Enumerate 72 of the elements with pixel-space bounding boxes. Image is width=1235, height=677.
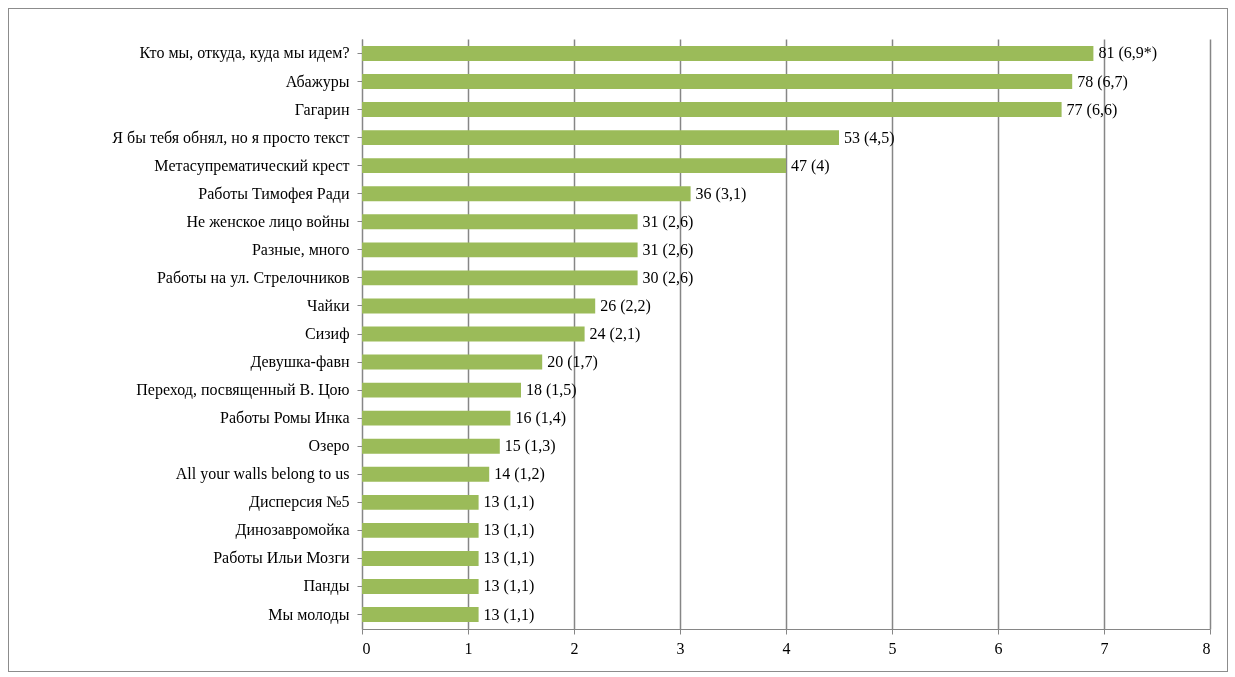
x-tick-label: 8 — [1202, 639, 1211, 657]
bar — [362, 522, 479, 538]
y-tick-label: Разные, много — [251, 240, 350, 258]
y-tick-label: Динозавромойка — [235, 521, 350, 540]
bar — [362, 410, 511, 426]
x-tick-label: 4 — [782, 639, 791, 657]
y-tick-label: Метасупрематический крест — [154, 156, 350, 175]
bar — [362, 158, 786, 174]
x-tick-label: 0 — [362, 639, 371, 657]
data-label: 31 (2,6) — [642, 212, 694, 231]
bar — [362, 438, 500, 454]
bar — [362, 354, 543, 370]
y-tick-label: Мы молоды — [268, 605, 350, 624]
y-tick-label: Работы на ул. Стрелочников — [156, 268, 350, 287]
x-tick-label: 5 — [888, 639, 897, 657]
bar — [362, 130, 839, 146]
y-tick-label: Абажуры — [285, 72, 350, 91]
data-label: 30 (2,6) — [642, 268, 694, 287]
bar — [362, 186, 691, 202]
data-label: 53 (4,5) — [844, 128, 895, 147]
y-tick-label: Дисперсия №5 — [248, 493, 350, 512]
y-tick-label: Озеро — [308, 437, 350, 456]
y-tick-label: Переход, посвященный В. Цою — [136, 381, 350, 400]
data-label: 26 (2,2) — [600, 296, 651, 315]
data-label: 36 (3,1) — [695, 184, 747, 203]
y-tick-label: Кто мы, откуда, куда мы идем? — [139, 44, 350, 63]
bar — [362, 382, 521, 398]
data-label: 47 (4) — [791, 156, 830, 175]
bar — [362, 579, 479, 594]
bar — [362, 551, 479, 566]
y-tick-label: Работы Ильи Мозги — [213, 549, 350, 567]
data-label: 16 (1,4) — [515, 409, 567, 428]
data-label: 20 (1,7) — [547, 353, 598, 372]
bar — [362, 607, 479, 622]
y-tick-label: Чайки — [307, 296, 350, 314]
y-tick-label: Девушка-фавн — [250, 353, 350, 372]
y-tick-label: Работы Тимофея Ради — [198, 184, 350, 203]
bar — [362, 466, 490, 482]
x-tick-label: 3 — [676, 639, 685, 657]
y-tick-label: All your walls belong to us — [175, 465, 350, 484]
x-tick-label: 7 — [1100, 639, 1109, 657]
data-label: 14 (1,2) — [494, 465, 545, 484]
bar — [362, 298, 596, 314]
bar — [362, 326, 585, 342]
y-tick-label: Гагарин — [294, 100, 350, 119]
bar — [362, 102, 1062, 117]
data-label: 15 (1,3) — [504, 437, 556, 456]
y-tick-label: Я бы тебя обнял, но я просто текст — [112, 128, 350, 147]
data-label: 13 (1,1) — [483, 605, 535, 624]
data-label: 13 (1,1) — [483, 549, 535, 568]
bar — [362, 242, 638, 258]
data-label: 13 (1,1) — [483, 521, 535, 540]
y-tick-label: Не женское лицо войны — [186, 212, 350, 231]
x-tick-label: 1 — [464, 639, 473, 657]
data-label: 81 (6,9*) — [1098, 44, 1158, 63]
data-label: 13 (1,1) — [483, 577, 535, 596]
bar — [362, 270, 638, 286]
data-label: 31 (2,6) — [642, 240, 694, 259]
bar — [362, 46, 1094, 61]
data-label: 13 (1,1) — [483, 493, 535, 512]
data-label: 77 (6,6) — [1066, 100, 1118, 119]
x-tick-label: 2 — [570, 639, 579, 657]
y-tick-label: Панды — [303, 577, 350, 596]
bar — [362, 214, 638, 230]
y-tick-label: Сизиф — [305, 325, 350, 343]
y-tick-label: Работы Ромы Инка — [220, 409, 350, 427]
bar — [362, 74, 1073, 89]
data-label: 78 (6,7) — [1077, 72, 1128, 91]
x-tick-label: 6 — [994, 639, 1003, 657]
data-label: 24 (2,1) — [589, 325, 641, 343]
bar — [362, 494, 479, 510]
data-label: 18 (1,5) — [526, 381, 577, 400]
